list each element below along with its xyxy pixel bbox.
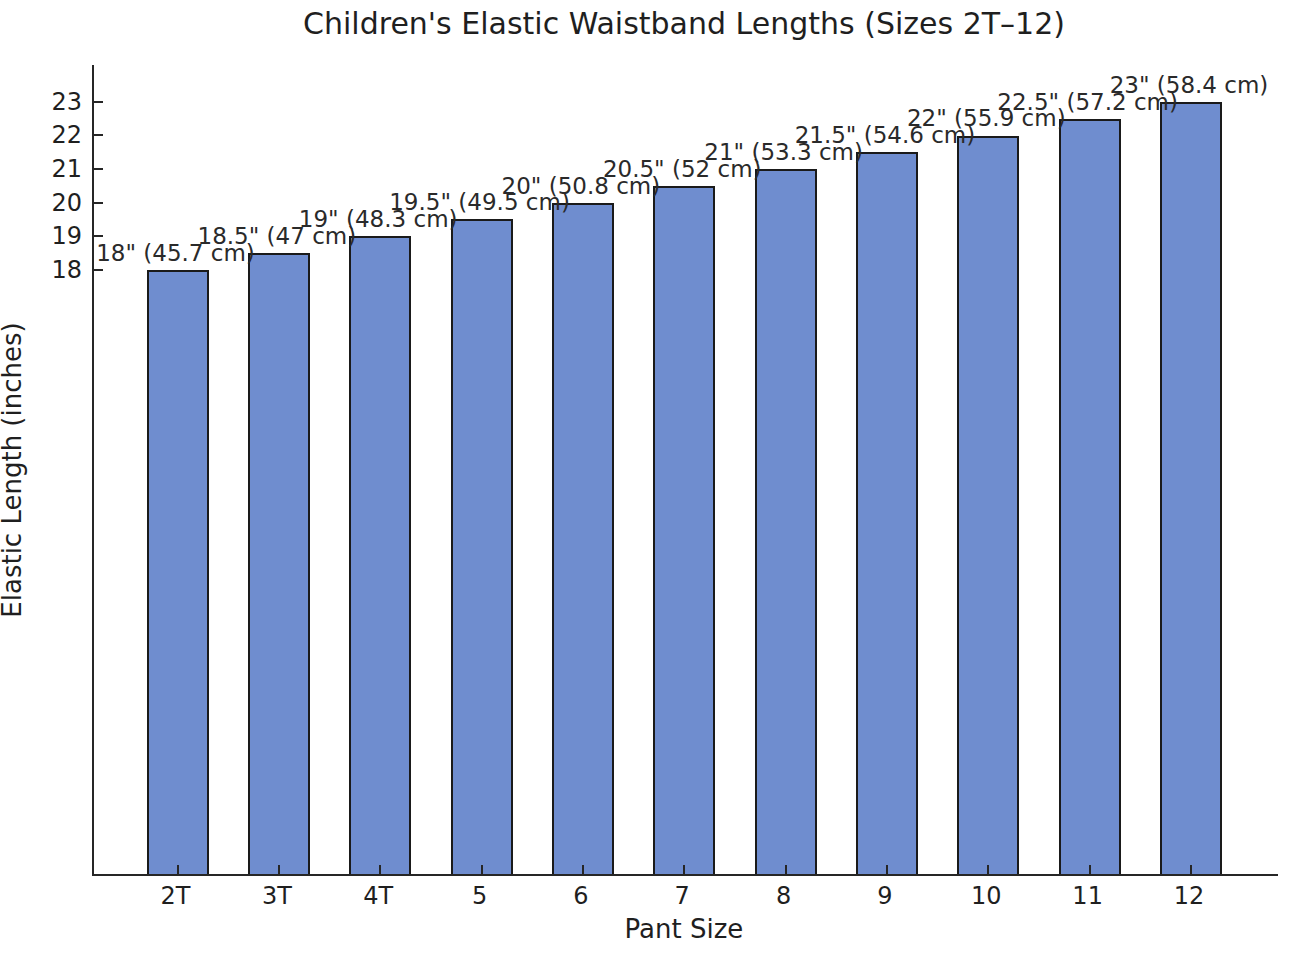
- bar-9: [856, 152, 918, 874]
- x-tick-mark: [987, 865, 989, 874]
- y-tick-label-21: 21: [2, 156, 82, 182]
- x-tick-mark: [886, 865, 888, 874]
- x-tick-mark: [683, 865, 685, 874]
- bar-value-label: 23" (58.4 cm): [1110, 72, 1269, 98]
- bar-6: [552, 203, 614, 874]
- bar-10: [957, 136, 1019, 875]
- x-tick-mark: [379, 865, 381, 874]
- x-tick-mark: [582, 865, 584, 874]
- y-tick-label-20: 20: [2, 190, 82, 216]
- y-tick-mark: [94, 101, 103, 103]
- bar-5: [451, 219, 513, 874]
- bar-2T: [147, 270, 209, 874]
- x-tick-mark: [278, 865, 280, 874]
- y-tick-label-23: 23: [2, 89, 82, 115]
- y-tick-mark: [94, 269, 103, 271]
- x-tick-mark: [481, 865, 483, 874]
- x-axis-label: Pant Size: [92, 914, 1276, 944]
- bar-chart-figure: Children's Elastic Waistband Lengths (Si…: [0, 0, 1290, 959]
- x-tick-mark: [177, 865, 179, 874]
- x-tick-label-12: 12: [1129, 882, 1249, 910]
- y-axis-label: Elastic Length (inches): [0, 322, 27, 617]
- x-tick-mark: [1089, 865, 1091, 874]
- bar-3T: [248, 253, 310, 874]
- bar-8: [755, 169, 817, 874]
- chart-title: Children's Elastic Waistband Lengths (Si…: [92, 6, 1276, 41]
- y-tick-mark: [94, 134, 103, 136]
- plot-area: [92, 65, 1278, 876]
- bar-4T: [349, 236, 411, 874]
- y-tick-label-18: 18: [2, 257, 82, 283]
- y-tick-label-19: 19: [2, 223, 82, 249]
- y-tick-mark: [94, 202, 103, 204]
- x-tick-mark: [1190, 865, 1192, 874]
- y-tick-mark: [94, 168, 103, 170]
- bar-7: [653, 186, 715, 874]
- y-tick-label-22: 22: [2, 122, 82, 148]
- y-tick-mark: [94, 235, 103, 237]
- bar-11: [1059, 119, 1121, 874]
- bar-12: [1160, 102, 1222, 874]
- x-tick-mark: [785, 865, 787, 874]
